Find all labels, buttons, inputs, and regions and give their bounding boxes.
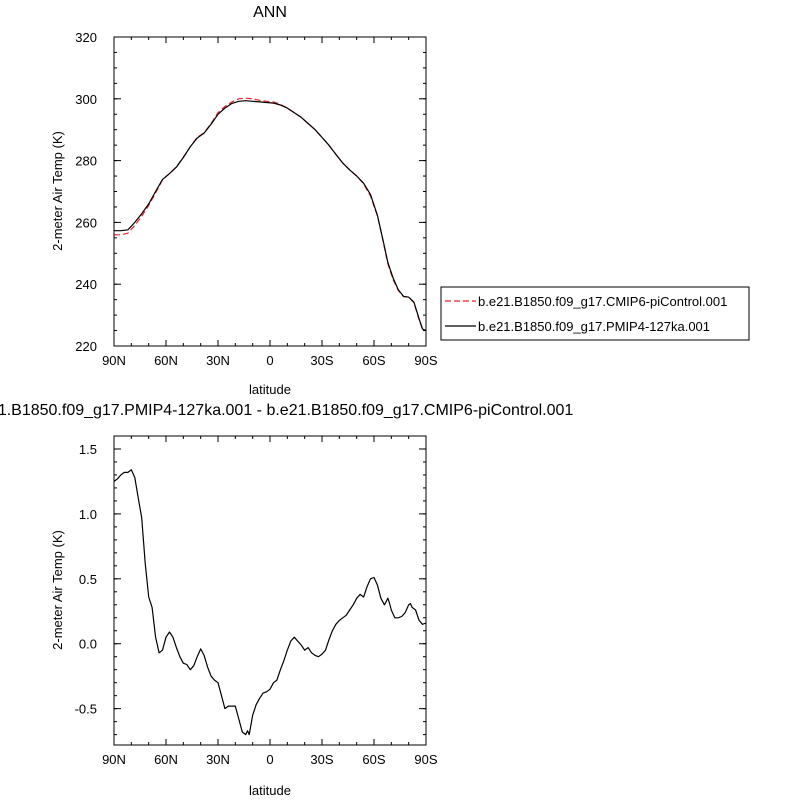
top-plot-frame	[113, 36, 427, 347]
bottom-panel: b.e21.B1850.f09_g17.PMIP4-127ka.001 - b.…	[0, 402, 573, 798]
top-chart-title: ANN	[253, 4, 287, 21]
top-x-tick-label: 60S	[362, 353, 385, 368]
top-x-tick-label: 30S	[310, 353, 333, 368]
bot-x-tick-label: 30N	[206, 752, 230, 767]
bottom-axes: 90N 60N 30N 0 30S 60S 90S -0.5 0.0 0.5 1.0 1.5	[75, 435, 438, 767]
legend-label-picontrol: b.e21.B1850.f09_g17.CMIP6-piControl.001	[478, 294, 727, 309]
bottom-chart-title: b.e21.B1850.f09_g17.PMIP4-127ka.001 - b.…	[0, 402, 573, 419]
top-x-tick-label: 30N	[206, 353, 230, 368]
top-y-tick-label: 300	[75, 92, 97, 107]
top-x-tick-label: 90N	[102, 353, 126, 368]
bottom-y-axis-label: 2-meter Air Temp (K)	[50, 530, 65, 650]
top-series-line-1	[114, 100, 427, 332]
top-y-axis-label: 2-meter Air Temp (K)	[50, 131, 65, 251]
bot-x-tick-label: 0	[266, 752, 273, 767]
bot-series-line-0	[113, 469, 427, 736]
top-panel: ANN 2-meter Air Temp (K) latitude 90N 60N…	[50, 4, 750, 397]
top-x-tick-label: 90S	[414, 353, 437, 368]
bottom-x-axis-label: latitude	[249, 783, 291, 798]
bot-x-tick-label: 90N	[102, 752, 126, 767]
top-x-tick-label: 0	[266, 353, 273, 368]
top-plot-area	[114, 97, 427, 332]
bot-x-tick-label: 30S	[310, 752, 333, 767]
bot-y-tick-label: 1.0	[79, 507, 97, 522]
bot-y-tick-label: 0.5	[79, 572, 97, 587]
top-series-line-0	[114, 97, 427, 332]
top-y-tick-label: 260	[75, 215, 97, 230]
top-y-tick-label: 280	[75, 154, 97, 169]
top-y-tick-label: 220	[75, 339, 97, 354]
top-x-tick-label: 60N	[154, 353, 178, 368]
bot-x-tick-label: 60S	[362, 752, 385, 767]
bot-y-tick-label: -0.5	[75, 702, 97, 717]
top-x-axis-label: latitude	[249, 382, 291, 397]
legend-frame	[440, 286, 750, 341]
top-axes: 90N 60N 30N 0 30S 60S 90S 220 240 260 280 300 320	[75, 30, 438, 368]
bot-x-tick-label: 60N	[154, 752, 178, 767]
top-legend: b.e21.B1850.f09_g17.CMIP6-piControl.001 …	[440, 286, 750, 341]
bottom-plot-area	[113, 469, 427, 736]
top-y-tick-label: 320	[75, 30, 97, 45]
legend-label-127ka: b.e21.B1850.f09_g17.PMIP4-127ka.001	[478, 319, 710, 334]
bot-x-tick-label: 90S	[414, 752, 437, 767]
bot-y-tick-label: 1.5	[79, 442, 97, 457]
top-y-tick-label: 240	[75, 277, 97, 292]
bot-y-tick-label: 0.0	[79, 637, 97, 652]
